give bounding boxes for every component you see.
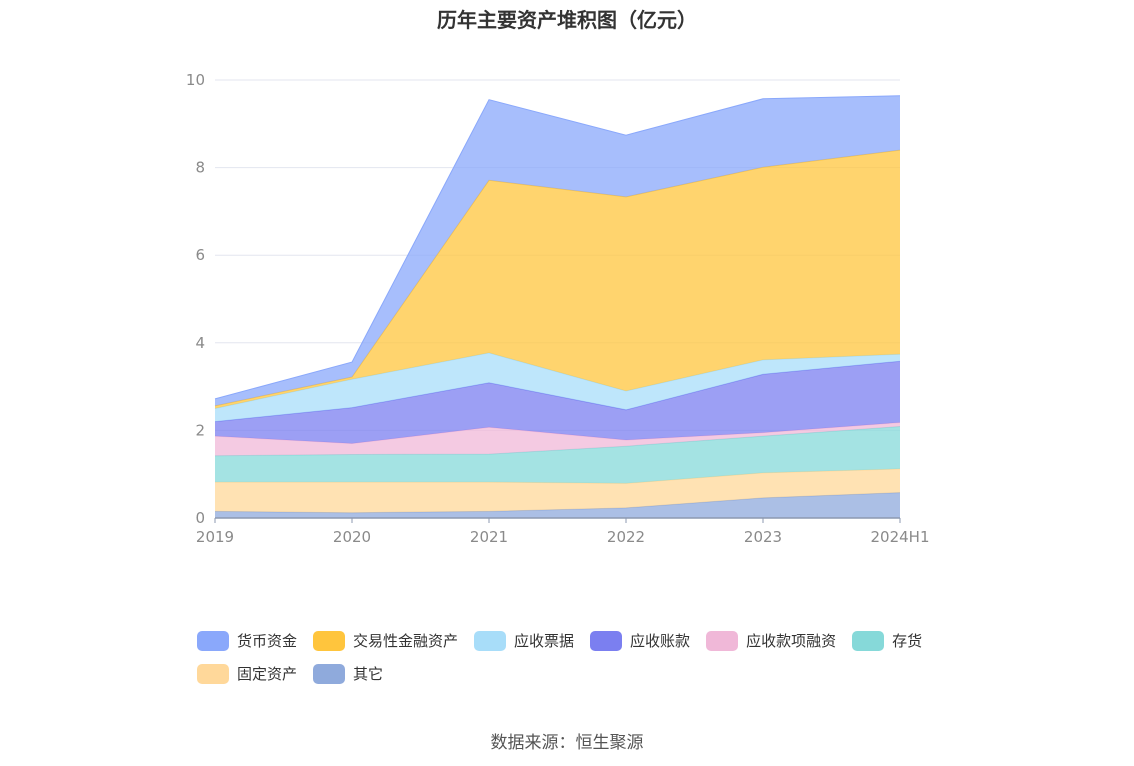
- legend-label: 存货: [892, 632, 923, 650]
- legend-label: 固定资产: [237, 665, 298, 683]
- y-tick-label: 4: [195, 334, 205, 352]
- stacked-area-chart: 0 2 4 6 8 10 2019 2020 2021 2022 2023 2024H1: [186, 71, 930, 546]
- legend-swatch: [197, 663, 229, 684]
- legend-label: 应收款项融资: [746, 632, 837, 650]
- legend-swatch: [706, 630, 739, 651]
- area-series-7: [215, 95, 900, 406]
- x-tick-label: 2020: [333, 528, 371, 546]
- area-layer: [214, 95, 901, 518]
- legend-item[interactable]: 货币资金: [197, 630, 297, 651]
- x-tick-label: 2023: [744, 528, 782, 546]
- legend-item[interactable]: 其它: [313, 663, 383, 684]
- y-tick-label: 0: [195, 509, 205, 527]
- area-series-5: [215, 352, 900, 422]
- y-tick-label: 8: [195, 159, 205, 177]
- legend-label: 货币资金: [237, 632, 298, 650]
- x-tick-label: 2024H1: [871, 528, 930, 546]
- area-series-6: [215, 150, 900, 409]
- data-source-note: 数据来源：恒生聚源: [490, 733, 644, 753]
- legend-item[interactable]: 固定资产: [197, 663, 297, 684]
- legend-label: 交易性金融资产: [353, 632, 459, 650]
- legend-label: 应收票据: [514, 632, 575, 650]
- legend-item[interactable]: 应收款项融资: [706, 630, 836, 651]
- area-series-0: [215, 492, 900, 518]
- legend-swatch: [313, 630, 346, 651]
- legend-label: 应收账款: [630, 632, 691, 650]
- legend-swatch: [313, 663, 346, 684]
- legend-item[interactable]: 交易性金融资产: [313, 630, 458, 651]
- area-series-3: [215, 422, 900, 456]
- axis-layer: 0 2 4 6 8 10 2019 2020 2021 2022 2023 2024H1: [186, 71, 930, 546]
- legend-swatch: [474, 630, 507, 651]
- legend-swatch: [852, 630, 885, 651]
- legend: 货币资金 交易性金融资产 应收票据 应收账款 应收款项融资 存货固定资产 其它: [197, 630, 977, 684]
- legend-item[interactable]: 存货: [852, 630, 922, 651]
- area-edge-7: [214, 95, 901, 400]
- y-tick-label: 6: [195, 246, 205, 264]
- area-edge-6: [214, 149, 901, 407]
- x-tick-label: 2022: [607, 528, 645, 546]
- y-tick-label: 2: [195, 421, 205, 439]
- legend-item[interactable]: 应收账款: [590, 630, 690, 651]
- legend-item[interactable]: 应收票据: [474, 630, 574, 651]
- chart-title: 历年主要资产堆积图（亿元）: [437, 8, 697, 32]
- legend-swatch: [590, 630, 623, 651]
- legend-label: 其它: [353, 665, 384, 683]
- y-tick-label: 10: [186, 71, 205, 89]
- area-series-4: [215, 361, 900, 444]
- x-tick-label: 2021: [470, 528, 508, 546]
- legend-swatch: [197, 630, 229, 651]
- x-tick-label: 2019: [196, 528, 234, 546]
- area-series-2: [215, 426, 900, 484]
- area-series-1: [215, 468, 900, 513]
